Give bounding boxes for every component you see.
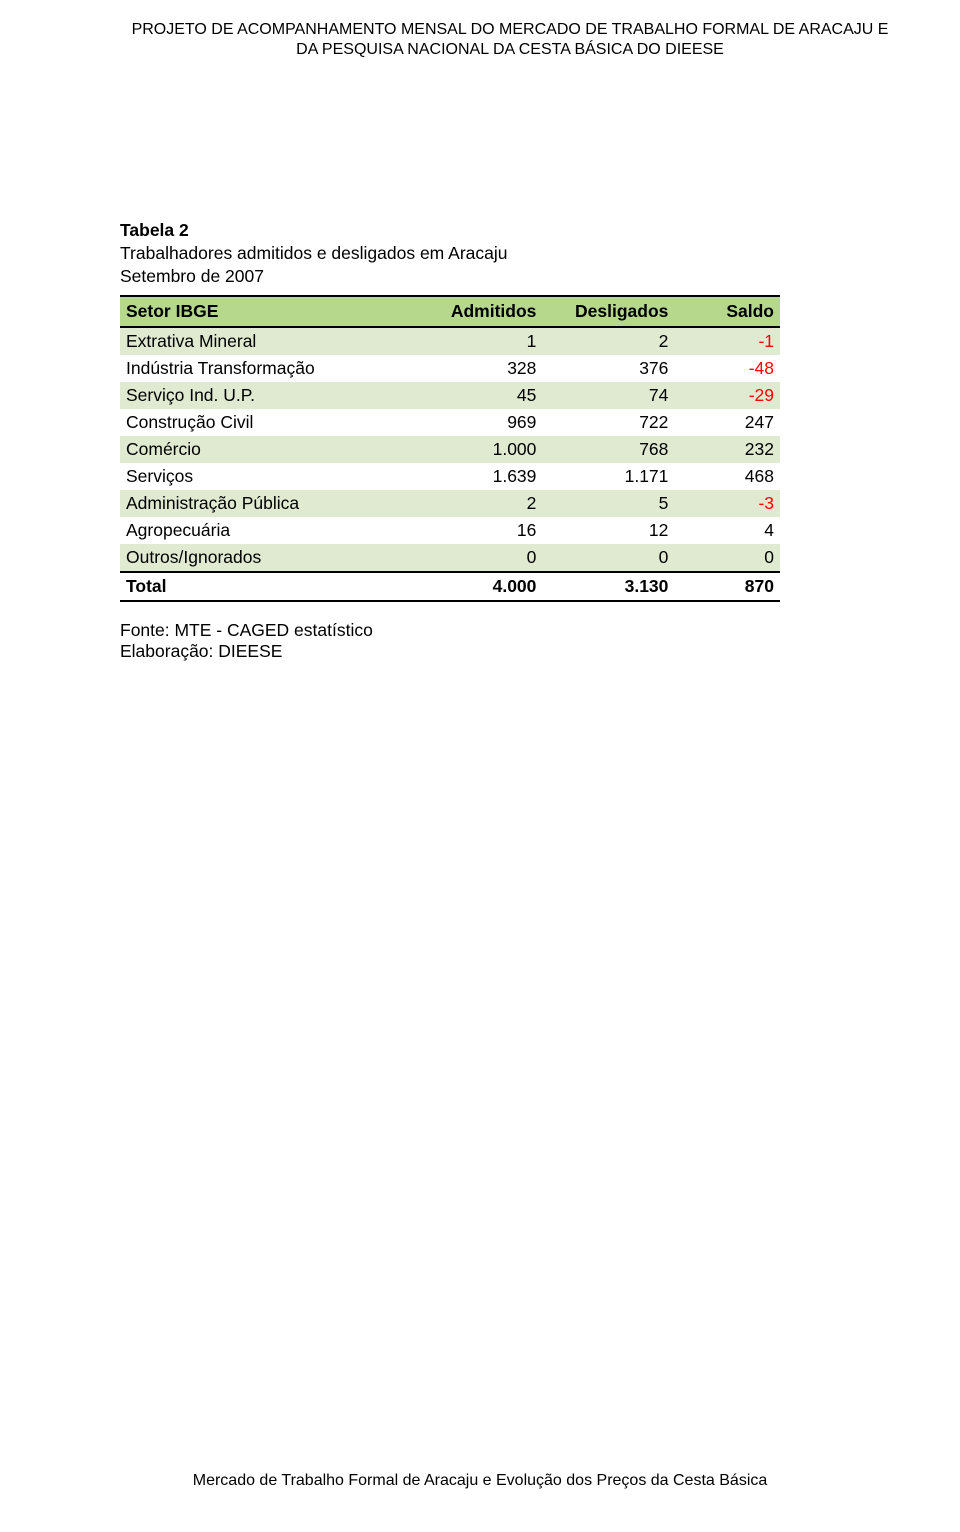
table-cell-value: 722	[542, 409, 674, 436]
table-total-value: 3.130	[542, 572, 674, 601]
table-cell-value: 0	[542, 544, 674, 572]
table-cell-value: -29	[674, 382, 780, 409]
table-cell-label: Comércio	[120, 436, 424, 463]
table-cell-label: Serviços	[120, 463, 424, 490]
table-header-row: Setor IBGEAdmitidosDesligadosSaldo	[120, 296, 780, 327]
table-cell-value: 0	[674, 544, 780, 572]
elaboration-line: Elaboração: DIEESE	[120, 641, 910, 662]
table-cell-value: 1.639	[424, 463, 543, 490]
table-cell-value: 2	[542, 327, 674, 355]
table-cell-label: Extrativa Mineral	[120, 327, 424, 355]
table-col-header: Setor IBGE	[120, 296, 424, 327]
header-line-1: PROJETO DE ACOMPANHAMENTO MENSAL DO MERC…	[110, 20, 910, 40]
table-cell-label: Serviço Ind. U.P.	[120, 382, 424, 409]
data-table: Setor IBGEAdmitidosDesligadosSaldo Extra…	[120, 295, 780, 602]
table-cell-value: 376	[542, 355, 674, 382]
table-cell-label: Construção Civil	[120, 409, 424, 436]
table-cell-value: -3	[674, 490, 780, 517]
table-cell-value: 2	[424, 490, 543, 517]
table-row: Agropecuária16124	[120, 517, 780, 544]
table-row: Administração Pública25-3	[120, 490, 780, 517]
table-total-value: 870	[674, 572, 780, 601]
table-row: Construção Civil969722247	[120, 409, 780, 436]
table-row: Indústria Transformação328376-48	[120, 355, 780, 382]
table-cell-label: Agropecuária	[120, 517, 424, 544]
table-col-header: Admitidos	[424, 296, 543, 327]
table-row: Serviços1.6391.171468	[120, 463, 780, 490]
page-header: PROJETO DE ACOMPANHAMENTO MENSAL DO MERC…	[110, 20, 910, 60]
table-subtitle-2: Setembro de 2007	[120, 266, 910, 287]
table-title: Tabela 2	[120, 220, 910, 241]
table-cell-value: 12	[542, 517, 674, 544]
table-cell-value: 5	[542, 490, 674, 517]
table-cell-value: 768	[542, 436, 674, 463]
table-row: Outros/Ignorados000	[120, 544, 780, 572]
table-body: Extrativa Mineral12-1Indústria Transform…	[120, 327, 780, 601]
table-total-value: 4.000	[424, 572, 543, 601]
table-row: Serviço Ind. U.P.4574-29	[120, 382, 780, 409]
table-cell-value: -48	[674, 355, 780, 382]
header-line-2: DA PESQUISA NACIONAL DA CESTA BÁSICA DO …	[110, 40, 910, 60]
table-col-header: Desligados	[542, 296, 674, 327]
table-total-label: Total	[120, 572, 424, 601]
table-cell-value: 0	[424, 544, 543, 572]
table-cell-value: 328	[424, 355, 543, 382]
table-cell-value: 1.000	[424, 436, 543, 463]
table-cell-value: 4	[674, 517, 780, 544]
table-cell-value: 16	[424, 517, 543, 544]
table-row: Comércio1.000768232	[120, 436, 780, 463]
table-cell-value: 45	[424, 382, 543, 409]
table-cell-label: Administração Pública	[120, 490, 424, 517]
table-total-row: Total4.0003.130870	[120, 572, 780, 601]
source-line: Fonte: MTE - CAGED estatístico	[120, 620, 910, 641]
table-cell-value: 247	[674, 409, 780, 436]
table-cell-label: Outros/Ignorados	[120, 544, 424, 572]
table-cell-label: Indústria Transformação	[120, 355, 424, 382]
table-row: Extrativa Mineral12-1	[120, 327, 780, 355]
table-cell-value: -1	[674, 327, 780, 355]
table-subtitle-1: Trabalhadores admitidos e desligados em …	[120, 243, 910, 264]
table-cell-value: 74	[542, 382, 674, 409]
table-cell-value: 232	[674, 436, 780, 463]
table-cell-value: 1.171	[542, 463, 674, 490]
table-col-header: Saldo	[674, 296, 780, 327]
page-footer: Mercado de Trabalho Formal de Aracaju e …	[0, 1472, 960, 1490]
table-cell-value: 468	[674, 463, 780, 490]
table-block: Tabela 2 Trabalhadores admitidos e desli…	[120, 220, 910, 662]
table-cell-value: 1	[424, 327, 543, 355]
table-cell-value: 969	[424, 409, 543, 436]
